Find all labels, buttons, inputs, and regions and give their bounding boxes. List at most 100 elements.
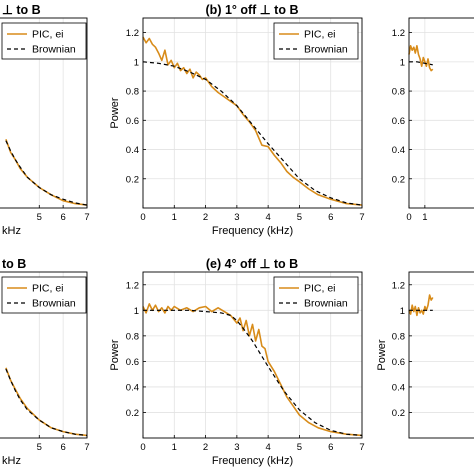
y-tick-label: 0.4 <box>126 382 139 393</box>
y-tick-label: 0.4 <box>126 145 139 156</box>
y-axis-label: Power <box>376 339 388 371</box>
legend-box <box>1 276 87 314</box>
x-tick-label: 4 <box>265 212 270 223</box>
x-tick-label: 6 <box>328 442 333 453</box>
x-tick-label: 7 <box>359 442 364 453</box>
panel-title: ⊥ to B <box>2 3 41 17</box>
x-tick-label: 5 <box>297 212 302 223</box>
series-line-brownian <box>143 309 363 436</box>
x-tick-label: 1 <box>172 442 177 453</box>
x-tick-label: 1 <box>422 212 427 223</box>
y-tick-label: 1.2 <box>392 280 405 291</box>
panel-top-right: 0 10.20.40.60.811.2 <box>392 17 474 223</box>
series-line-brownian <box>409 61 433 66</box>
panel-top-left: 5 6 7 ⊥ to B kHz PIC, ei Brownian <box>0 3 90 237</box>
x-axis-label: Frequency (kHz) <box>212 225 293 237</box>
y-tick-label: 0.2 <box>392 408 405 419</box>
legend: PIC, ei Brownian <box>1 22 87 60</box>
y-tick-label: 0.6 <box>392 116 405 127</box>
legend: PIC, ei Brownian <box>273 22 359 60</box>
legend-label: Brownian <box>32 298 76 310</box>
y-tick-label: 1 <box>134 57 139 68</box>
x-tick-label: 7 <box>84 212 89 223</box>
y-tick-label: 0.6 <box>126 357 139 368</box>
series-line-brownian <box>5 140 88 206</box>
legend-box <box>1 22 87 60</box>
y-axis-label: Power <box>109 97 121 129</box>
series-line-brownian <box>142 61 363 206</box>
y-axis-label: Power <box>109 339 121 371</box>
y-tick-label: 1.2 <box>126 280 139 291</box>
axes-frame <box>142 271 363 439</box>
x-tick-label: 7 <box>359 212 364 223</box>
x-tick-label: 1 <box>172 212 177 223</box>
x-tick-label: 7 <box>84 442 89 453</box>
axes-frame <box>408 17 474 209</box>
y-tick-label: 0.4 <box>392 145 405 156</box>
series-line-brownian <box>5 368 88 436</box>
y-tick-label: 0.6 <box>392 357 405 368</box>
legend-label: Brownian <box>32 44 76 56</box>
x-tick-label: 0 <box>140 212 145 223</box>
legend: PIC, ei Brownian <box>1 276 87 314</box>
axes-frame <box>142 17 363 209</box>
legend-label: PIC, ei <box>32 283 64 295</box>
y-tick-label: 1.2 <box>126 28 139 39</box>
series-line-pic <box>408 294 434 317</box>
x-tick-label: 6 <box>328 212 333 223</box>
y-tick-label: 0.8 <box>392 331 405 342</box>
y-tick-label: 1 <box>400 306 405 317</box>
panel-top-center: 0 1 2 3 4 5 6 7 0.2 0.4 0.6 0.8 1 1.2 (b) 1° off ⊥ to … <box>109 3 365 237</box>
panel-title: (b) 1° off ⊥ to B <box>206 3 299 17</box>
legend-label: Brownian <box>304 298 348 310</box>
x-axis-label: kHz <box>2 455 21 467</box>
y-tick-label: 1 <box>400 57 405 68</box>
legend-box <box>273 22 359 60</box>
y-tick-label: 0.2 <box>126 408 139 419</box>
x-tick-label: 6 <box>60 212 65 223</box>
y-tick-label: 0.8 <box>126 331 139 342</box>
series-line-pic <box>142 303 363 437</box>
panel-title: to B <box>2 257 26 271</box>
x-tick-label: 2 <box>203 212 208 223</box>
y-tick-label: 0.6 <box>126 116 139 127</box>
y-tick-label: 1 <box>134 306 139 317</box>
axes-frame <box>408 271 474 439</box>
y-tick-label: 0.2 <box>126 174 139 185</box>
x-axis-label: Frequency (kHz) <box>212 455 293 467</box>
x-tick-label: 5 <box>37 212 42 223</box>
x-tick-label: 5 <box>297 442 302 453</box>
y-tick-label: 0.8 <box>126 87 139 98</box>
panel-bottom-left: 5 6 7 to B kHz PIC, ei Brownian <box>0 257 90 467</box>
plot-area <box>409 272 474 438</box>
x-tick-label: 3 <box>234 212 239 223</box>
legend-label: PIC, ei <box>32 29 64 41</box>
x-tick-label: 3 <box>234 442 239 453</box>
legend-label: Brownian <box>304 44 348 56</box>
plot-area <box>409 18 474 208</box>
legend-label: PIC, ei <box>304 283 336 295</box>
y-tick-label: 1.2 <box>392 28 405 39</box>
panel-bottom-center: 0 1 2 3 4 5 6 7 0.2 0.4 0.6 0.8 1 1.2 (e) 4° off ⊥ to … <box>109 257 365 467</box>
legend-label: PIC, ei <box>304 29 336 41</box>
x-tick-label: 0 <box>140 442 145 453</box>
y-tick-label: 0.2 <box>392 174 405 185</box>
axes-frame <box>0 271 88 439</box>
panel-title: (e) 4° off ⊥ to B <box>206 257 298 271</box>
x-tick-label: 0 <box>406 212 411 223</box>
x-tick-label: 4 <box>265 442 270 453</box>
x-axis-label: kHz <box>2 225 21 237</box>
x-tick-label: 2 <box>203 442 208 453</box>
series-line-pic <box>142 36 363 206</box>
y-tick-label: 0.8 <box>392 87 405 98</box>
x-tick-label: 6 <box>60 442 65 453</box>
y-tick-label: 0.4 <box>392 382 405 393</box>
x-tick-label: 5 <box>37 442 42 453</box>
legend-box <box>273 276 359 314</box>
series-line-pic <box>408 45 434 72</box>
panel-bottom-right: 0.2 0.4 0.6 0.8 1 1.2 Power <box>376 271 474 439</box>
legend: PIC, ei Brownian <box>273 276 359 314</box>
axes-frame <box>0 17 88 209</box>
